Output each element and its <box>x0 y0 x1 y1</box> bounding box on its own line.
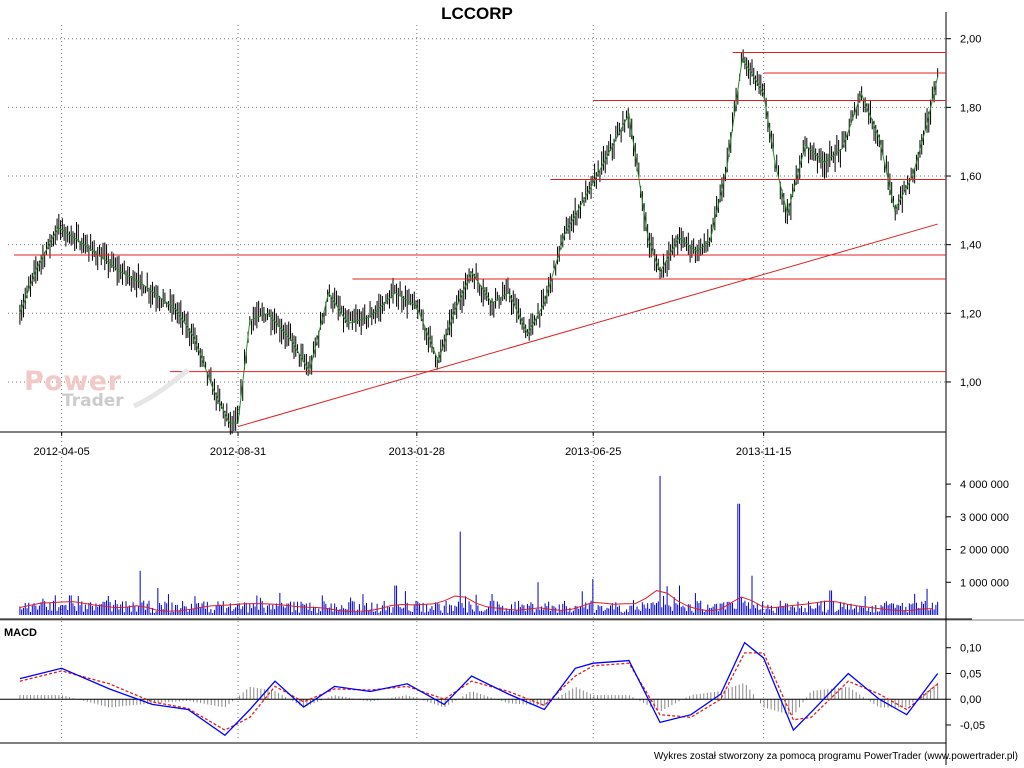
macd-signal-line <box>19 652 939 731</box>
x-tick-label: 2012-08-31 <box>210 446 266 458</box>
macd-panel: MACD <box>0 627 946 737</box>
price-y-tick-label: 1,00 <box>960 377 981 389</box>
watermark-power-text: Power <box>24 366 122 397</box>
macd-line <box>19 641 939 737</box>
x-tick-label: 2013-06-25 <box>565 446 621 458</box>
gridlines <box>8 25 946 740</box>
x-tick-label: 2013-01-28 <box>389 446 445 458</box>
volume-y-tick-label: 2 000 000 <box>960 545 1009 557</box>
volume-average-line <box>19 590 933 612</box>
axis-labels: 2012-04-05 2012-08-31 2013-01-28 2013-06-25… <box>33 34 1008 732</box>
macd-y-tick-label: 0,05 <box>960 668 981 680</box>
x-tick-label: 2013-11-15 <box>736 446 791 458</box>
trendline <box>237 223 938 428</box>
volume-y-tick-label: 3 000 000 <box>960 512 1009 524</box>
macd-y-tick-label: -0,05 <box>960 720 985 732</box>
macd-y-tick-label: 0,10 <box>960 643 981 655</box>
price-y-tick-label: 1,60 <box>960 171 981 183</box>
macd-title: MACD <box>4 627 37 639</box>
chart-title: LCCORP <box>441 4 513 23</box>
volume-panel <box>19 475 939 615</box>
price-y-tick-label: 1,20 <box>960 308 981 320</box>
volume-y-tick-label: 4 000 000 <box>960 479 1009 491</box>
price-y-tick-label: 2,00 <box>960 34 981 46</box>
powertrader-watermark: Power Trader <box>24 366 190 411</box>
price-panel: LCCORP <box>13 4 946 435</box>
x-tick-label: 2012-04-05 <box>33 446 89 458</box>
price-close-line <box>19 57 939 424</box>
price-y-tick-label: 1,40 <box>960 240 981 252</box>
footer-credit: Wykres został stworzony za pomocą progra… <box>653 751 1018 762</box>
panel-frames <box>0 12 1024 765</box>
volume-y-tick-label: 1 000 000 <box>960 577 1009 589</box>
macd-y-tick-label: 0,00 <box>960 694 981 706</box>
watermark-swoosh-icon <box>132 368 190 408</box>
price-y-tick-label: 1,80 <box>960 102 981 114</box>
watermark-trader-text: Trader <box>62 391 124 411</box>
